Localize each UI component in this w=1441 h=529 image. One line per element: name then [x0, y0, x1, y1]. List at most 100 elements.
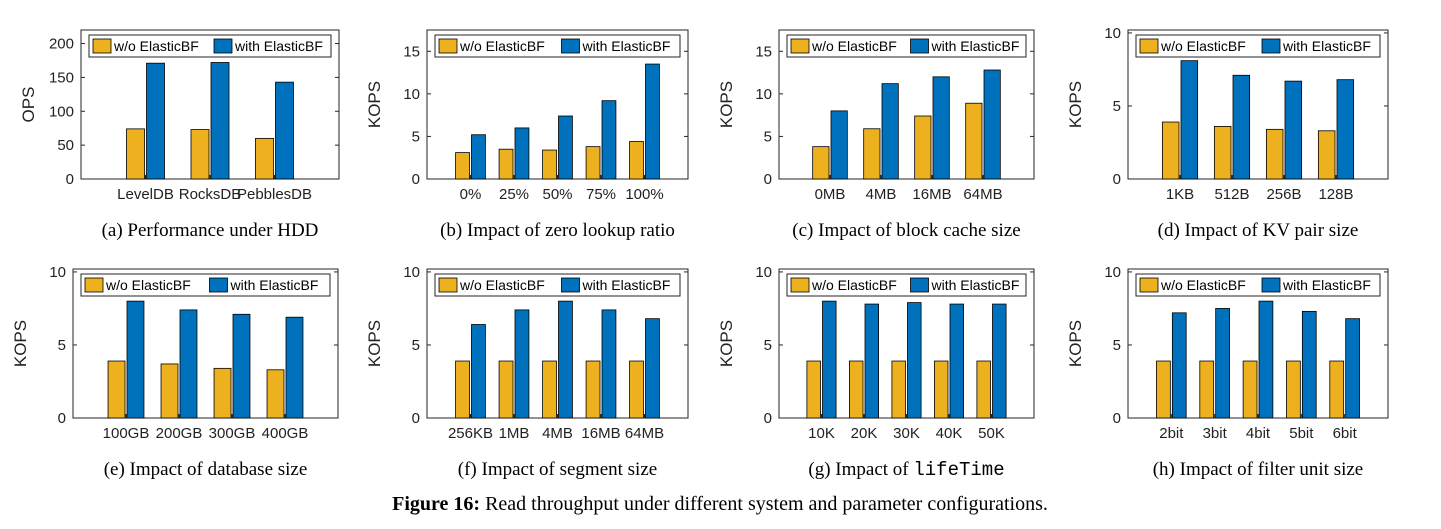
- bar-without-elasticbf: [107, 360, 126, 419]
- bar-without-elasticbf: [1329, 360, 1345, 419]
- x-tick-label: 4bit: [1246, 425, 1271, 442]
- legend: w/o ElasticBF with ElasticBF: [434, 273, 681, 297]
- legend-label-with: with ElasticBF: [582, 38, 671, 54]
- x-tick-label: 300GB: [209, 425, 256, 442]
- y-tick-label: 5: [1113, 337, 1121, 354]
- caption-text: (e) Impact of database size: [104, 459, 308, 480]
- bar-with-elasticbf: [932, 76, 950, 180]
- chart-panel-d: 0 5 10 KOPS 1KB 512B 256B 128B w/o ElasticBF with…: [1066, 25, 1389, 241]
- bar-without-elasticbf: [1265, 128, 1284, 180]
- bar-without-elasticbf: [498, 148, 514, 180]
- bar-without-elasticbf: [812, 146, 830, 180]
- x-tick-label: 25%: [499, 186, 529, 203]
- x-tick-label: 40K: [936, 425, 963, 442]
- legend-label-without: w/o ElasticBF: [459, 277, 545, 293]
- y-axis-label: KOPS: [11, 320, 30, 367]
- legend-swatch-without: [1139, 277, 1159, 293]
- figure-caption: Figure 16: Read throughput under differe…: [392, 493, 1048, 515]
- legend-swatch-with: [561, 38, 580, 54]
- y-axis-label: KOPS: [717, 81, 736, 128]
- bar-with-elasticbf: [558, 115, 573, 180]
- x-tick-label: 2bit: [1159, 425, 1184, 442]
- chart-panel-e: 0 5 10 KOPS 100GB 200GB 300GB 400GB w/o ElasticB…: [11, 264, 339, 480]
- x-tick-label: 16MB: [581, 425, 620, 442]
- axes-box: [72, 268, 339, 419]
- bar-without-elasticbf: [498, 360, 514, 419]
- y-tick-label: 0: [58, 410, 66, 427]
- legend: w/o ElasticBF with ElasticBF: [80, 273, 331, 297]
- bar-without-elasticbf: [1286, 360, 1301, 419]
- bar-with-elasticbf: [514, 127, 530, 180]
- y-axis-label: KOPS: [1066, 320, 1085, 367]
- y-tick-label: 15: [755, 43, 772, 60]
- bar-without-elasticbf: [1156, 360, 1171, 419]
- subfigure-caption: (d) Impact of KV pair size: [1158, 220, 1359, 241]
- legend-swatch-without: [84, 277, 104, 293]
- axes-box: [1127, 29, 1389, 180]
- y-tick-label: 5: [764, 128, 772, 145]
- x-tick-label: 6bit: [1333, 425, 1358, 442]
- bar-without-elasticbf: [1317, 130, 1336, 180]
- legend-swatch-with: [910, 38, 929, 54]
- legend-label-without: w/o ElasticBF: [459, 38, 545, 54]
- x-tick-label: 10K: [808, 425, 835, 442]
- y-tick-label: 0: [764, 410, 772, 427]
- x-tick-label: 4MB: [866, 186, 897, 203]
- chart-panel-b: 0 5 10 15 KOPS 0% 25% 50% 75% 100% w/o ElasticBF wi…: [365, 29, 689, 241]
- legend-box: [1135, 273, 1381, 297]
- caption-text: (h) Impact of filter unit size: [1153, 459, 1364, 480]
- bar-without-elasticbf: [585, 146, 601, 180]
- legend: w/o ElasticBF with ElasticBF: [434, 34, 681, 58]
- bar-with-elasticbf: [983, 69, 1001, 180]
- subfigure-caption: (e) Impact of database size: [104, 459, 308, 480]
- bar-with-elasticbf: [601, 100, 617, 180]
- bar-without-elasticbf: [190, 129, 210, 180]
- subfigure-caption: (a) Performance under HDD: [102, 220, 319, 241]
- caption-text: (b) Impact of zero lookup ratio: [440, 220, 675, 241]
- bar-without-elasticbf: [455, 152, 470, 180]
- legend-label-with: with ElasticBF: [230, 277, 319, 293]
- legend-box: [1135, 34, 1381, 58]
- y-tick-label: 0: [66, 171, 74, 188]
- y-tick-label: 10: [1104, 25, 1121, 42]
- subfigure-caption: (g) Impact of lifeTime: [808, 459, 1004, 481]
- bar-with-elasticbf: [558, 300, 573, 419]
- bar-without-elasticbf: [542, 360, 557, 419]
- legend-label-without: w/o ElasticBF: [811, 277, 897, 293]
- chart-panel-c: 0 5 10 15 KOPS 0MB 4MB 16MB 64MB w/o ElasticBF wit…: [717, 29, 1035, 241]
- x-tick-label: LevelDB: [117, 186, 174, 203]
- bar-with-elasticbf: [907, 302, 922, 419]
- y-axis-label: KOPS: [365, 320, 384, 367]
- legend-label-with: with ElasticBF: [234, 38, 323, 54]
- bar-with-elasticbf: [645, 318, 660, 419]
- bar-without-elasticbf: [629, 141, 644, 180]
- legend-box: [786, 34, 1027, 58]
- y-tick-label: 0: [412, 410, 420, 427]
- bar-with-elasticbf: [179, 309, 198, 419]
- x-tick-label: 1MB: [499, 425, 530, 442]
- bar-with-elasticbf: [275, 81, 294, 180]
- y-axis-label: KOPS: [1066, 81, 1085, 128]
- y-axis-label: KOPS: [365, 81, 384, 128]
- x-tick-label: 50%: [542, 186, 572, 203]
- bar-without-elasticbf: [126, 128, 145, 180]
- bar-with-elasticbf: [881, 83, 899, 180]
- y-tick-label: 0: [412, 171, 420, 188]
- y-tick-label: 0: [1113, 171, 1121, 188]
- legend-box: [434, 273, 681, 297]
- bar-with-elasticbf: [1284, 80, 1303, 180]
- legend-label-with: with ElasticBF: [931, 38, 1020, 54]
- bar-with-elasticbf: [992, 303, 1007, 419]
- caption-code: lifeTime: [913, 459, 1004, 481]
- legend-swatch-without: [438, 38, 458, 54]
- bar-with-elasticbf: [126, 300, 145, 419]
- x-tick-label: 100GB: [103, 425, 150, 442]
- x-tick-label: 64MB: [963, 186, 1002, 203]
- x-tick-label: 64MB: [625, 425, 664, 442]
- bar-without-elasticbf: [965, 102, 983, 180]
- bar-without-elasticbf: [629, 360, 644, 419]
- y-axis-label: KOPS: [717, 320, 736, 367]
- legend-label-with: with ElasticBF: [931, 277, 1020, 293]
